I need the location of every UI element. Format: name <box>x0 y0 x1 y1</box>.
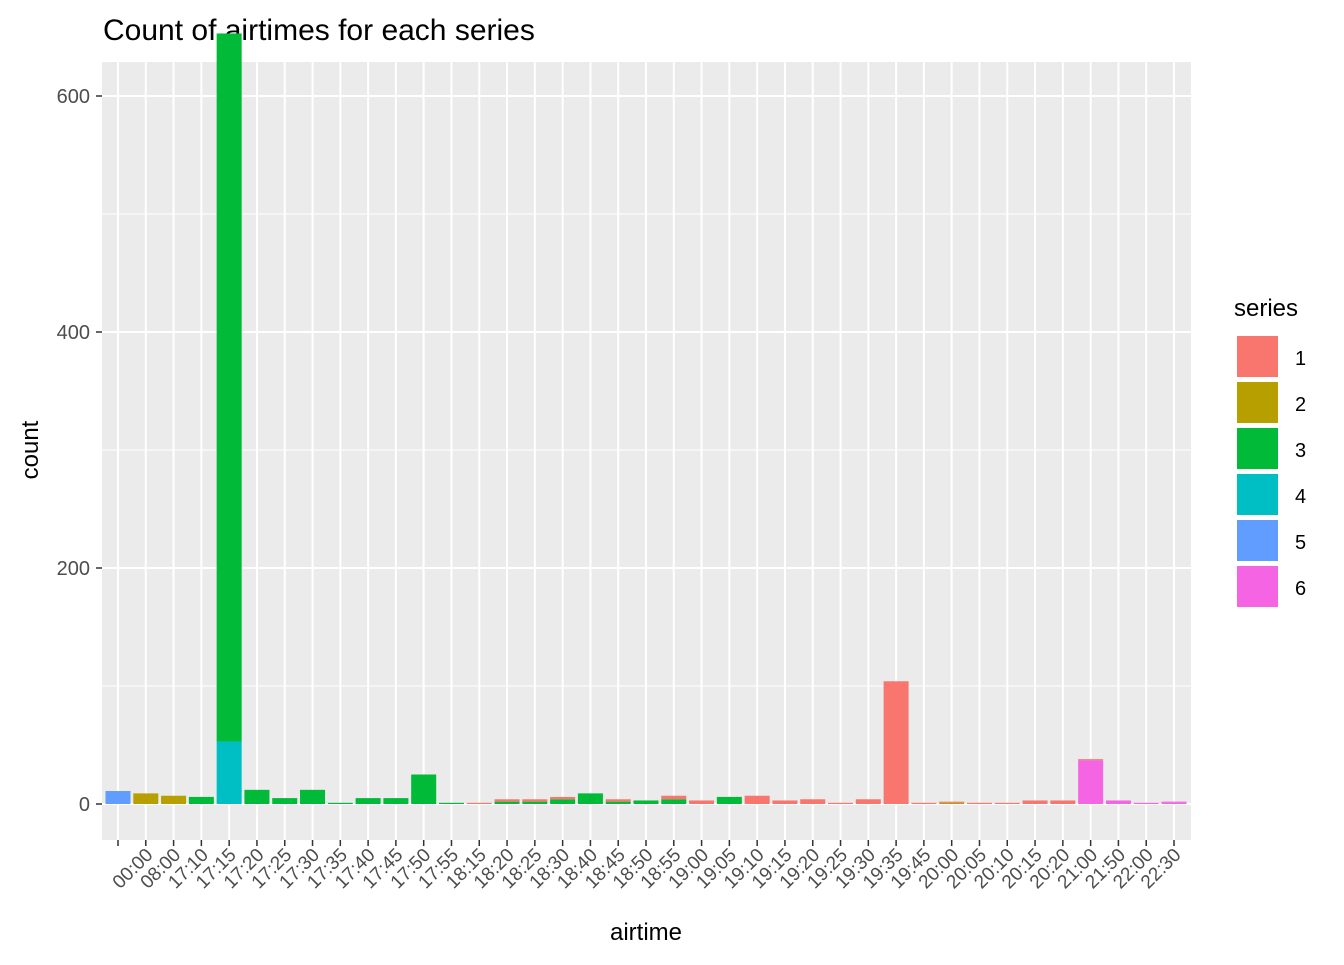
bar <box>494 801 520 804</box>
bar <box>1078 759 1104 761</box>
bar <box>216 741 242 804</box>
bar <box>1105 800 1131 804</box>
bar <box>1078 760 1104 804</box>
bar <box>939 802 965 804</box>
legend-label: 1 <box>1295 348 1306 370</box>
legend-label: 6 <box>1295 578 1306 600</box>
bar <box>661 795 687 800</box>
bar <box>1022 800 1048 804</box>
chart-title: Count of airtimes for each series <box>103 14 535 47</box>
bar <box>105 791 131 804</box>
y-axis-label: count <box>17 420 44 479</box>
legend-label: 2 <box>1295 394 1306 416</box>
legend-swatch <box>1235 564 1280 609</box>
legend-swatch <box>1235 426 1280 471</box>
bar <box>994 802 1020 804</box>
bar <box>522 801 548 804</box>
bar <box>1050 800 1076 804</box>
bar <box>411 774 437 804</box>
y-tick-label: 0 <box>79 794 90 816</box>
bar <box>1161 801 1187 803</box>
bar <box>161 795 187 804</box>
bar <box>494 799 520 802</box>
legend-label: 5 <box>1295 532 1306 554</box>
bar <box>438 802 464 804</box>
legend-swatch <box>1235 472 1280 517</box>
bar <box>661 799 687 804</box>
x-axis-label: airtime <box>610 919 682 946</box>
bar <box>605 799 631 802</box>
bar <box>633 800 659 804</box>
legend: series 1 2 3 4 5 6 <box>1234 295 1306 609</box>
bar <box>272 798 298 804</box>
legend-title: series <box>1234 295 1298 322</box>
bar <box>855 799 881 804</box>
legend-label: 4 <box>1295 486 1306 508</box>
bar <box>911 802 937 804</box>
bar <box>466 802 492 804</box>
y-tick-label: 600 <box>57 86 90 108</box>
bar <box>828 802 854 804</box>
bar <box>1133 802 1159 804</box>
bar <box>133 793 159 804</box>
legend-swatch <box>1235 380 1280 425</box>
bar <box>188 796 214 804</box>
bar <box>744 795 770 804</box>
bar <box>772 800 798 804</box>
bar <box>966 802 992 804</box>
bar <box>300 789 326 804</box>
bar <box>800 799 826 804</box>
bar <box>883 681 909 804</box>
bar <box>327 802 353 804</box>
y-tick-label: 200 <box>57 558 90 580</box>
bar <box>939 801 965 803</box>
bar <box>716 796 742 804</box>
legend-label: 3 <box>1295 440 1306 462</box>
bars <box>105 33 1187 804</box>
legend-swatch <box>1235 334 1280 379</box>
bar <box>577 793 603 804</box>
y-tick-label: 400 <box>57 322 90 344</box>
bar <box>550 796 576 800</box>
bar <box>550 799 576 804</box>
legend-swatch <box>1235 518 1280 563</box>
bar <box>689 800 715 804</box>
bar <box>1161 802 1187 804</box>
bar <box>522 799 548 802</box>
bar <box>216 33 242 742</box>
bar <box>355 798 381 804</box>
bar <box>383 798 409 804</box>
bar <box>244 789 270 804</box>
bar <box>605 801 631 804</box>
